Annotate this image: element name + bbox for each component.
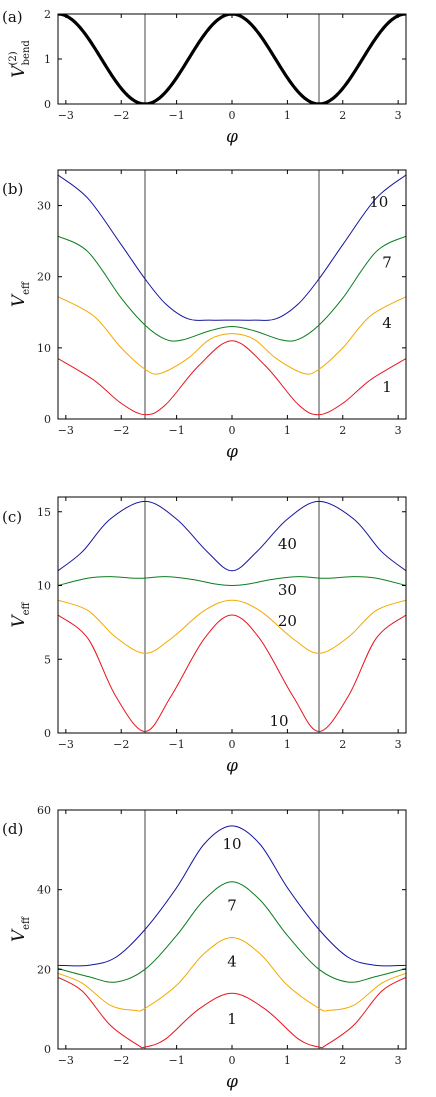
- series-line-7: [58, 235, 406, 342]
- plot-frame: [57, 169, 407, 420]
- x-tick-label: 1: [284, 738, 291, 751]
- x-tick-label: 0: [229, 109, 236, 122]
- x-tick-label: 3: [395, 109, 402, 122]
- x-tick-label: −3: [58, 1054, 74, 1067]
- x-tick-label: 1: [284, 1054, 291, 1067]
- panel-label: (c): [2, 508, 22, 526]
- x-tick-label: −1: [169, 109, 185, 122]
- x-tick-label: −3: [58, 738, 74, 751]
- x-tick-label: 3: [395, 738, 402, 751]
- x-tick-label: 0: [229, 738, 236, 751]
- x-axis-label: φ: [226, 442, 238, 462]
- x-tick-label: −3: [58, 424, 74, 437]
- x-tick-label: 2: [339, 738, 346, 751]
- x-axis-label: φ: [226, 127, 238, 147]
- curve-label-20: 20: [278, 612, 297, 630]
- x-axis-label: φ: [226, 756, 238, 776]
- curve-label-1: 1: [227, 1010, 237, 1028]
- curve-label-4: 4: [382, 314, 392, 332]
- series-line-1: [58, 340, 406, 416]
- x-tick-label: 2: [339, 1054, 346, 1067]
- x-axis-label: φ: [226, 1072, 238, 1092]
- series-line-1: [58, 976, 406, 1049]
- y-axis-label: Veff: [9, 916, 32, 942]
- curve-label-4: 4: [227, 952, 237, 970]
- y-tick-label: 30: [37, 200, 51, 213]
- y-tick-label: 0: [44, 98, 51, 111]
- y-tick-label: 20: [37, 271, 51, 284]
- x-tick-label: −3: [58, 109, 74, 122]
- series-line: [58, 14, 406, 104]
- curve-label-1: 1: [382, 378, 392, 396]
- curve-label-40: 40: [278, 535, 297, 553]
- plot-frame: [57, 13, 407, 105]
- curve-label-10: 10: [270, 712, 289, 730]
- series-line-10: [58, 174, 406, 321]
- curve-label-7: 7: [227, 897, 237, 915]
- y-tick-label: 1: [44, 53, 51, 66]
- x-tick-label: −2: [113, 424, 129, 437]
- y-tick-label: 2: [44, 8, 51, 21]
- y-tick-label: 10: [37, 580, 51, 593]
- x-tick-label: −2: [113, 1054, 129, 1067]
- y-tick-label: 5: [44, 653, 51, 666]
- curve-label-10: 10: [222, 835, 241, 853]
- series-line-20: [58, 599, 406, 654]
- x-tick-label: −2: [113, 109, 129, 122]
- y-tick-label: 15: [37, 506, 51, 519]
- panel-3: −3 −2 −1 0 1 2 3 0 20 40 60 φ Veff 10 7 4 1 (d): [2, 804, 407, 1092]
- x-tick-label: 3: [395, 424, 402, 437]
- x-tick-label: 0: [229, 1054, 236, 1067]
- panel-label: (d): [2, 820, 23, 838]
- x-tick-label: −1: [169, 424, 185, 437]
- y-axis-label: Veff: [9, 281, 32, 307]
- curve-label-30: 30: [278, 581, 297, 599]
- y-axis-label: V(2) bend: [8, 40, 32, 78]
- series-line-10: [58, 825, 406, 967]
- panel-0: −3 −2 −1 0 1 2 3 0 1 2 φ V(2) bend (a): [2, 8, 407, 147]
- series-line-10: [58, 614, 406, 733]
- panel-label: (a): [2, 8, 23, 26]
- panel-label: (b): [2, 180, 23, 198]
- y-tick-label: 10: [37, 342, 51, 355]
- x-tick-label: 2: [339, 424, 346, 437]
- x-tick-label: −1: [169, 1054, 185, 1067]
- x-tick-label: −2: [113, 738, 129, 751]
- x-tick-label: 0: [229, 424, 236, 437]
- x-tick-label: 1: [284, 424, 291, 437]
- curve-label-10: 10: [369, 193, 388, 211]
- x-tick-label: 3: [395, 1054, 402, 1067]
- y-tick-label: 0: [44, 1043, 51, 1056]
- x-tick-label: −1: [169, 738, 185, 751]
- series-line-40: [58, 500, 406, 572]
- y-axis-label: Veff: [9, 601, 32, 627]
- x-tick-label: 2: [339, 109, 346, 122]
- y-tick-label: 0: [44, 413, 51, 426]
- y-tick-label: 60: [37, 804, 51, 817]
- curve-label-7: 7: [382, 253, 392, 271]
- series-line-7: [58, 881, 406, 983]
- series-line-4: [58, 936, 406, 1012]
- y-tick-label: 40: [37, 884, 51, 897]
- y-tick-label: 20: [37, 963, 51, 976]
- x-tick-label: 1: [284, 109, 291, 122]
- series-line-4: [58, 296, 406, 375]
- series-line-30: [58, 576, 406, 587]
- y-tick-label: 0: [44, 727, 51, 740]
